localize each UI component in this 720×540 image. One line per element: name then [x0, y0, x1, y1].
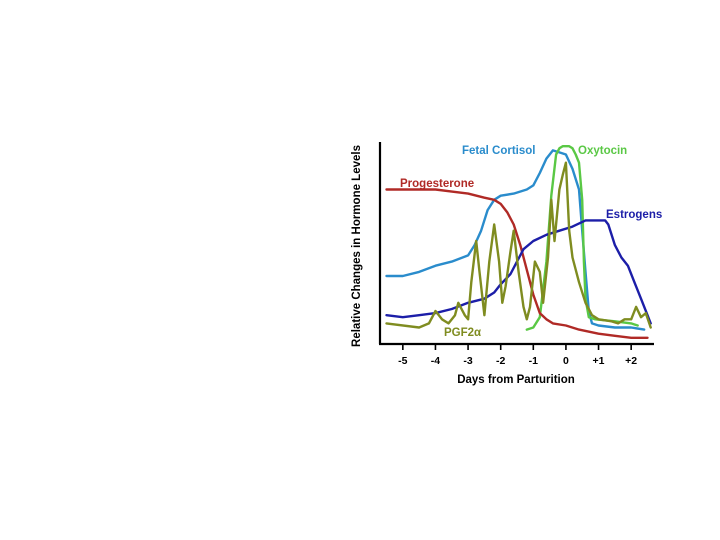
- x-tick-label: -3: [463, 355, 472, 367]
- series-layer: [385, 145, 652, 339]
- tick-layer: -5 -4 -3 -2 -1 0 +1 +2: [398, 344, 637, 367]
- label-pgf2a: PGF2α: [444, 327, 481, 339]
- x-tick-label: 0: [563, 355, 569, 367]
- figure-panel: -5 -4 -3 -2 -1 0 +1 +2 Days from Parturition Re…: [330, 120, 688, 396]
- x-tick-label: -1: [529, 355, 538, 367]
- series-line-fetal-cortisol: [385, 149, 646, 331]
- hormone-chart: -5 -4 -3 -2 -1 0 +1 +2 Days from Parturition Re…: [351, 142, 662, 386]
- label-fetal-cortisol: Fetal Cortisol: [462, 145, 535, 157]
- label-oxytocin: Oxytocin: [578, 145, 627, 157]
- series-line-progesterone: [385, 188, 649, 339]
- y-axis-label: Relative Changes in Hormone Levels: [351, 145, 363, 347]
- x-tick-label: +2: [625, 355, 637, 367]
- x-axis-label: Days from Parturition: [457, 374, 575, 386]
- x-tick-label: -4: [431, 355, 440, 367]
- label-progesterone: Progesterone: [400, 178, 474, 190]
- label-estrogens: Estrogens: [606, 209, 662, 221]
- x-tick-label: -5: [398, 355, 407, 367]
- x-tick-label: +1: [593, 355, 605, 367]
- series-line-pgf2a: [385, 161, 652, 329]
- x-tick-label: -2: [496, 355, 505, 367]
